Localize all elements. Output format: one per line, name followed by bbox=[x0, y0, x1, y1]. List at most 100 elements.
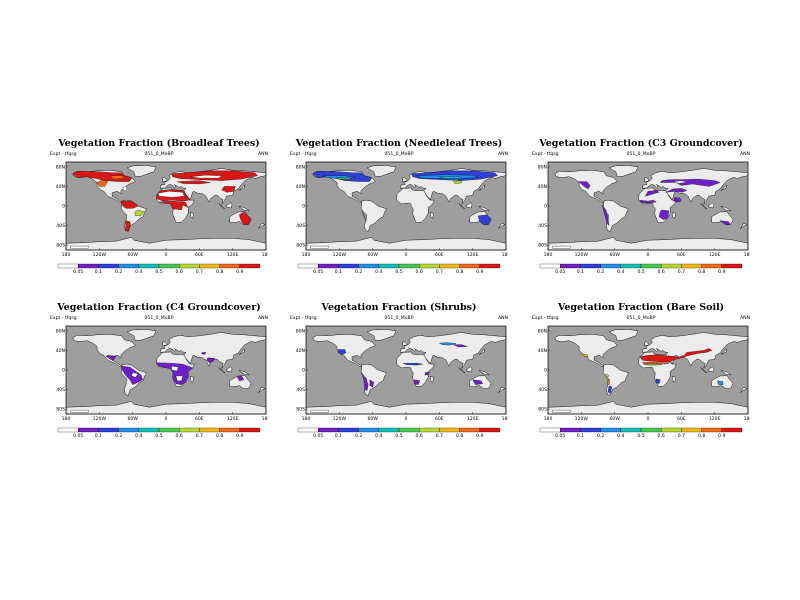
colorbar-swatch bbox=[358, 263, 379, 269]
field-region bbox=[239, 211, 252, 225]
colorbar-swatch bbox=[419, 263, 440, 269]
colorbar-swatch bbox=[318, 427, 339, 433]
field-region bbox=[439, 176, 463, 179]
field-region bbox=[177, 180, 211, 185]
expt-label: Expt - tfqsg bbox=[50, 152, 77, 157]
lon-tick-label: 120W bbox=[333, 252, 347, 258]
land-newguinea bbox=[238, 370, 250, 376]
colorbar-swatch bbox=[661, 427, 682, 433]
land-sumatra bbox=[458, 203, 466, 210]
lat-tick-label: 0 bbox=[302, 368, 305, 374]
lon-tick-label: 180 bbox=[744, 416, 750, 422]
colorbar-tick-label: 0.05 bbox=[313, 433, 323, 439]
lat-tick-label: 80N bbox=[56, 328, 65, 334]
colorbar-swatch bbox=[98, 263, 119, 269]
colorbar-swatch bbox=[560, 263, 581, 269]
lat-tick-label: 0 bbox=[62, 368, 65, 374]
colorbar-tick-label: 0.1 bbox=[335, 433, 342, 439]
land-newguinea bbox=[720, 370, 732, 376]
colorbar-tick-label: 0.6 bbox=[416, 433, 423, 439]
panel-title: Vegetation Fraction (C3 Groundcover) bbox=[539, 138, 743, 149]
map: 80N 40N 0 40S 80S 180 120W 60W 0 60E 120E 180 bbox=[296, 161, 508, 258]
lat-tick-label: 80N bbox=[538, 328, 547, 334]
colorbar-tick-label: 0.5 bbox=[637, 433, 644, 439]
colorbar-tick-label: 0.9 bbox=[236, 433, 243, 439]
colorbar-swatch bbox=[338, 427, 359, 433]
field-region bbox=[438, 342, 457, 346]
colorbar-swatch bbox=[57, 263, 79, 269]
panel-title: Vegetation Fraction (Shrubs) bbox=[321, 302, 477, 313]
colorbar-tick-label: 0.05 bbox=[313, 269, 323, 275]
colorbar-tick-label: 0.4 bbox=[375, 269, 382, 275]
lat-tick-label: 0 bbox=[544, 368, 547, 374]
lat-tick-label: 80S bbox=[538, 407, 547, 413]
land-madagascar bbox=[190, 212, 195, 219]
field-region bbox=[157, 191, 185, 198]
lon-tick-label: 60E bbox=[677, 416, 686, 422]
land-borneo bbox=[466, 366, 473, 373]
land-group bbox=[547, 165, 749, 251]
field-region bbox=[607, 385, 613, 394]
field-region bbox=[602, 204, 610, 227]
land-madagascar bbox=[430, 212, 435, 219]
land-newguinea bbox=[478, 206, 490, 212]
land-borneo bbox=[226, 366, 233, 373]
field-region bbox=[644, 190, 660, 197]
lat-tick-label: 80N bbox=[538, 164, 547, 170]
land-newzealand bbox=[498, 386, 506, 393]
panel-title: Vegetation Fraction (C4 Groundcover) bbox=[57, 302, 261, 313]
colorbar: 0.05 0.1 0.2 0.4 0.5 0.6 0.7 0.8 0.9 bbox=[57, 263, 261, 275]
land-group bbox=[547, 329, 749, 415]
land-greenland bbox=[366, 165, 397, 177]
lon-tick-label: 0 bbox=[405, 416, 408, 422]
land-eurasia bbox=[400, 332, 507, 369]
colorbar-tick-label: 0.9 bbox=[236, 269, 243, 275]
land-greenland bbox=[608, 165, 639, 177]
colorbar-tick-label: 0.5 bbox=[155, 269, 162, 275]
lon-tick-label: 180 bbox=[262, 252, 268, 258]
field-region bbox=[361, 210, 367, 221]
colorbar-tick-label: 0.6 bbox=[176, 433, 183, 439]
colorbar-tick-label: 0.2 bbox=[115, 433, 122, 439]
colorbar-swatch bbox=[98, 427, 119, 433]
colorbar-swatch bbox=[479, 263, 501, 269]
colorbar-tick-label: 0.4 bbox=[135, 269, 142, 275]
lon-tick-label: 180 bbox=[502, 252, 508, 258]
field-region bbox=[642, 362, 670, 365]
lon-tick-label: 180 bbox=[302, 252, 311, 258]
lon-tick-label: 60W bbox=[367, 252, 378, 258]
field-region bbox=[582, 354, 589, 357]
colorbar-tick-label: 0.1 bbox=[577, 433, 584, 439]
colorbar-swatch bbox=[661, 263, 682, 269]
colorbar-tick-label: 0.1 bbox=[335, 269, 342, 275]
map-scale-box bbox=[552, 245, 571, 249]
field-region bbox=[673, 180, 687, 184]
field-region bbox=[673, 197, 682, 203]
colorbar-swatch bbox=[338, 263, 359, 269]
field-region bbox=[105, 355, 117, 361]
colorbar-swatch bbox=[138, 263, 160, 269]
colorbar-swatch bbox=[239, 427, 261, 433]
season-label: ANN bbox=[257, 316, 268, 321]
field-overlay bbox=[582, 348, 724, 394]
lat-tick-label: 40N bbox=[538, 348, 547, 354]
field-region bbox=[478, 214, 492, 225]
land-japan bbox=[478, 184, 486, 191]
colorbar-swatch bbox=[118, 263, 139, 269]
colorbar-tick-label: 0.5 bbox=[395, 269, 402, 275]
colorbar-swatch bbox=[640, 263, 662, 269]
colorbar-swatch bbox=[620, 427, 642, 433]
land-greenland bbox=[126, 165, 157, 177]
colorbar-swatch bbox=[219, 427, 240, 433]
land-borneo bbox=[226, 202, 233, 209]
land-southamerica bbox=[360, 199, 387, 232]
colorbar-swatch bbox=[701, 427, 722, 433]
colorbar-tick-label: 0.1 bbox=[577, 269, 584, 275]
colorbar-tick-label: 0.9 bbox=[476, 269, 483, 275]
lon-tick-label: 120E bbox=[709, 252, 721, 258]
land-newguinea bbox=[720, 206, 732, 212]
map-scale-box bbox=[552, 409, 571, 413]
field-region bbox=[158, 200, 189, 211]
panel-title: Vegetation Fraction (Needleleaf Trees) bbox=[295, 138, 503, 149]
lon-tick-label: 180 bbox=[302, 416, 311, 422]
